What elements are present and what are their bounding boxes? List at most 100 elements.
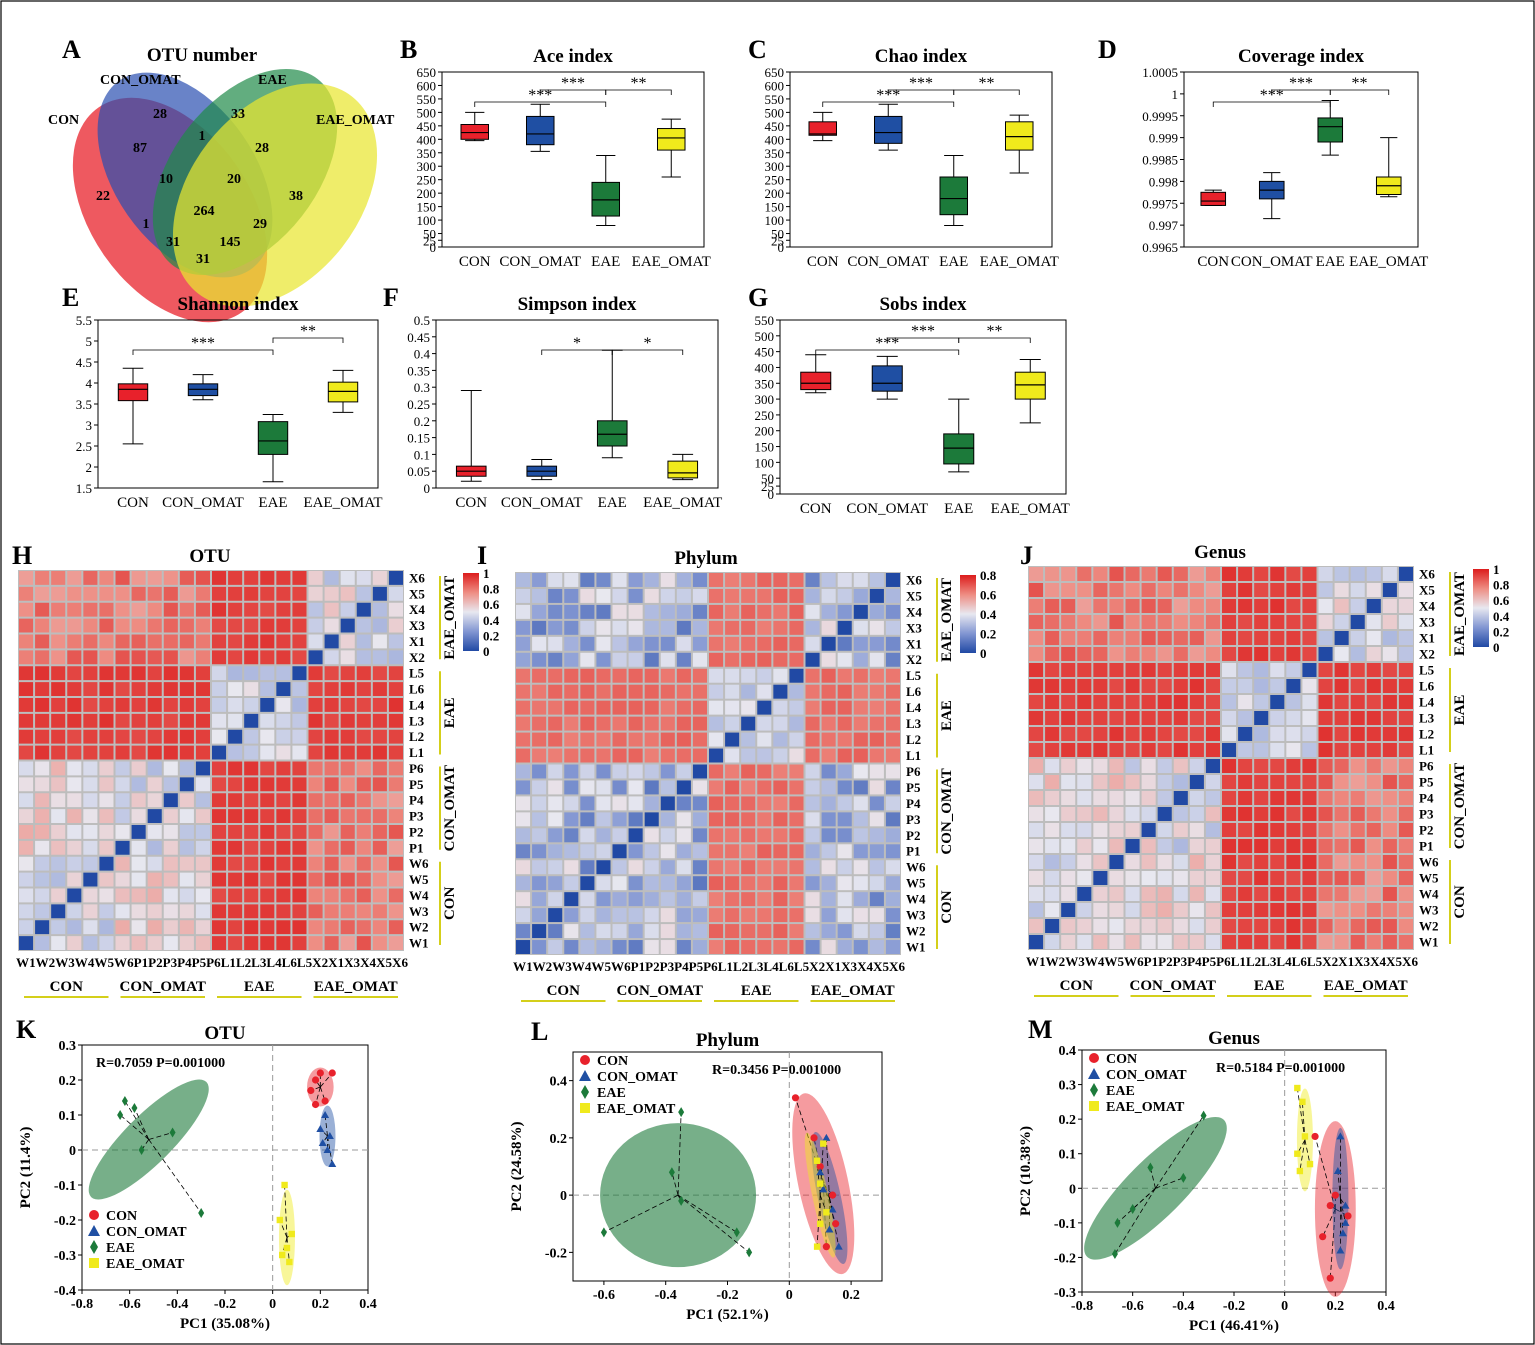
heat-cell xyxy=(1382,887,1397,901)
heat-cell xyxy=(340,682,355,696)
heat-cell xyxy=(1045,903,1060,917)
heat-cell xyxy=(1189,727,1204,741)
heat-cell xyxy=(1382,839,1397,853)
x-tick-label: CON_OMAT xyxy=(499,254,581,270)
y-tick-label: 3.5 xyxy=(76,397,92,412)
heat-cell xyxy=(1125,743,1140,757)
sig-bracket xyxy=(605,89,672,95)
heat-cell xyxy=(869,796,884,811)
heat-cell xyxy=(596,876,611,891)
heat-cell xyxy=(596,700,611,715)
y-tick-label: 5.5 xyxy=(76,313,92,328)
heat-cell xyxy=(1318,711,1333,725)
heat-cell xyxy=(1238,583,1253,597)
row-label: L2 xyxy=(906,732,921,747)
heat-cell xyxy=(789,732,804,747)
heat-cell xyxy=(837,636,852,651)
heat-cell xyxy=(1222,775,1237,789)
centroid-spoke xyxy=(322,1135,328,1144)
heat-cell xyxy=(757,876,772,891)
row-label: L3 xyxy=(906,716,922,731)
heat-cell xyxy=(1205,807,1220,821)
heat-cell xyxy=(885,812,900,827)
heat-cell xyxy=(115,650,130,665)
row-label: W5 xyxy=(409,872,429,887)
y-tick-label: 0.25 xyxy=(407,397,430,412)
heat-cell xyxy=(660,604,675,619)
heat-cell xyxy=(821,796,836,811)
heat-cell xyxy=(532,573,547,587)
heat-cell xyxy=(821,636,836,651)
legend-marker xyxy=(580,1103,590,1113)
group-label: EAE_OMAT xyxy=(811,983,895,999)
box xyxy=(808,121,838,136)
heat-cell xyxy=(644,732,659,747)
point-con-omat xyxy=(323,1146,332,1153)
centroid-spoke xyxy=(1340,1198,1346,1223)
heat-cell xyxy=(821,876,836,891)
y-tick-label: 0 xyxy=(768,487,775,502)
heat-cell xyxy=(195,904,210,919)
heat-cell xyxy=(1205,743,1220,757)
heat-cell xyxy=(1254,791,1269,805)
heat-cell xyxy=(372,761,387,776)
point-con-omat xyxy=(834,1242,843,1250)
heat-cell xyxy=(1045,663,1060,677)
heat-cell xyxy=(532,732,547,747)
point-eae xyxy=(678,1107,685,1118)
heat-cell xyxy=(628,604,643,619)
heat-cell xyxy=(1077,855,1092,869)
heat-cell xyxy=(773,732,788,747)
heat-cell xyxy=(195,634,210,649)
y-tick-label: 100 xyxy=(417,213,437,228)
heat-cell xyxy=(1286,935,1301,949)
heat-cell xyxy=(1222,887,1237,901)
heat-cell xyxy=(163,856,178,871)
heat-cell xyxy=(1045,567,1060,581)
heat-cell xyxy=(741,924,756,939)
heat-cell xyxy=(83,666,98,681)
heat-cell xyxy=(1045,583,1060,597)
heat-cell xyxy=(709,764,724,779)
legend-label: EAE xyxy=(597,1086,626,1101)
heat-cell xyxy=(324,745,339,760)
heat-cell xyxy=(1061,935,1076,949)
heat-cell xyxy=(388,571,403,585)
heat-cell xyxy=(612,573,627,587)
heat-cell xyxy=(340,729,355,744)
heat-cell xyxy=(1318,631,1333,645)
heat-cell xyxy=(276,745,291,760)
heat-cell xyxy=(1254,631,1269,645)
heat-cell xyxy=(837,620,852,635)
heat-cell xyxy=(612,940,627,954)
heat-cell xyxy=(1173,791,1188,805)
heat-cell xyxy=(212,761,227,776)
x-tick-label: EAE xyxy=(939,254,968,270)
centroid-spoke xyxy=(1340,1198,1346,1206)
heat-cell xyxy=(1125,823,1140,837)
venn-count: 87 xyxy=(133,141,147,156)
heat-cell xyxy=(1334,711,1349,725)
heat-cell xyxy=(1286,711,1301,725)
heat-cell xyxy=(308,602,323,617)
heat-cell xyxy=(580,748,595,763)
heat-cell xyxy=(789,812,804,827)
x-tick-label: EAE xyxy=(1316,254,1345,270)
heat-cell xyxy=(131,745,146,760)
heat-cell xyxy=(1334,647,1349,661)
heat-cell xyxy=(757,620,772,635)
point-eae xyxy=(746,1247,753,1258)
heat-cell xyxy=(1029,631,1044,645)
heat-cell xyxy=(660,892,675,907)
y-tick-label: 0.9975 xyxy=(1142,196,1178,211)
point-con xyxy=(328,1069,336,1077)
box xyxy=(525,115,555,146)
legend-marker xyxy=(90,1240,98,1254)
heat-cell xyxy=(1270,871,1285,885)
heat-cell xyxy=(725,684,740,699)
y-tick-label: 450 xyxy=(765,119,785,134)
heat-cell xyxy=(67,793,82,808)
heat-cell xyxy=(644,668,659,683)
y-tick-label: 350 xyxy=(765,146,785,161)
legend-label: CON xyxy=(1106,1052,1137,1067)
